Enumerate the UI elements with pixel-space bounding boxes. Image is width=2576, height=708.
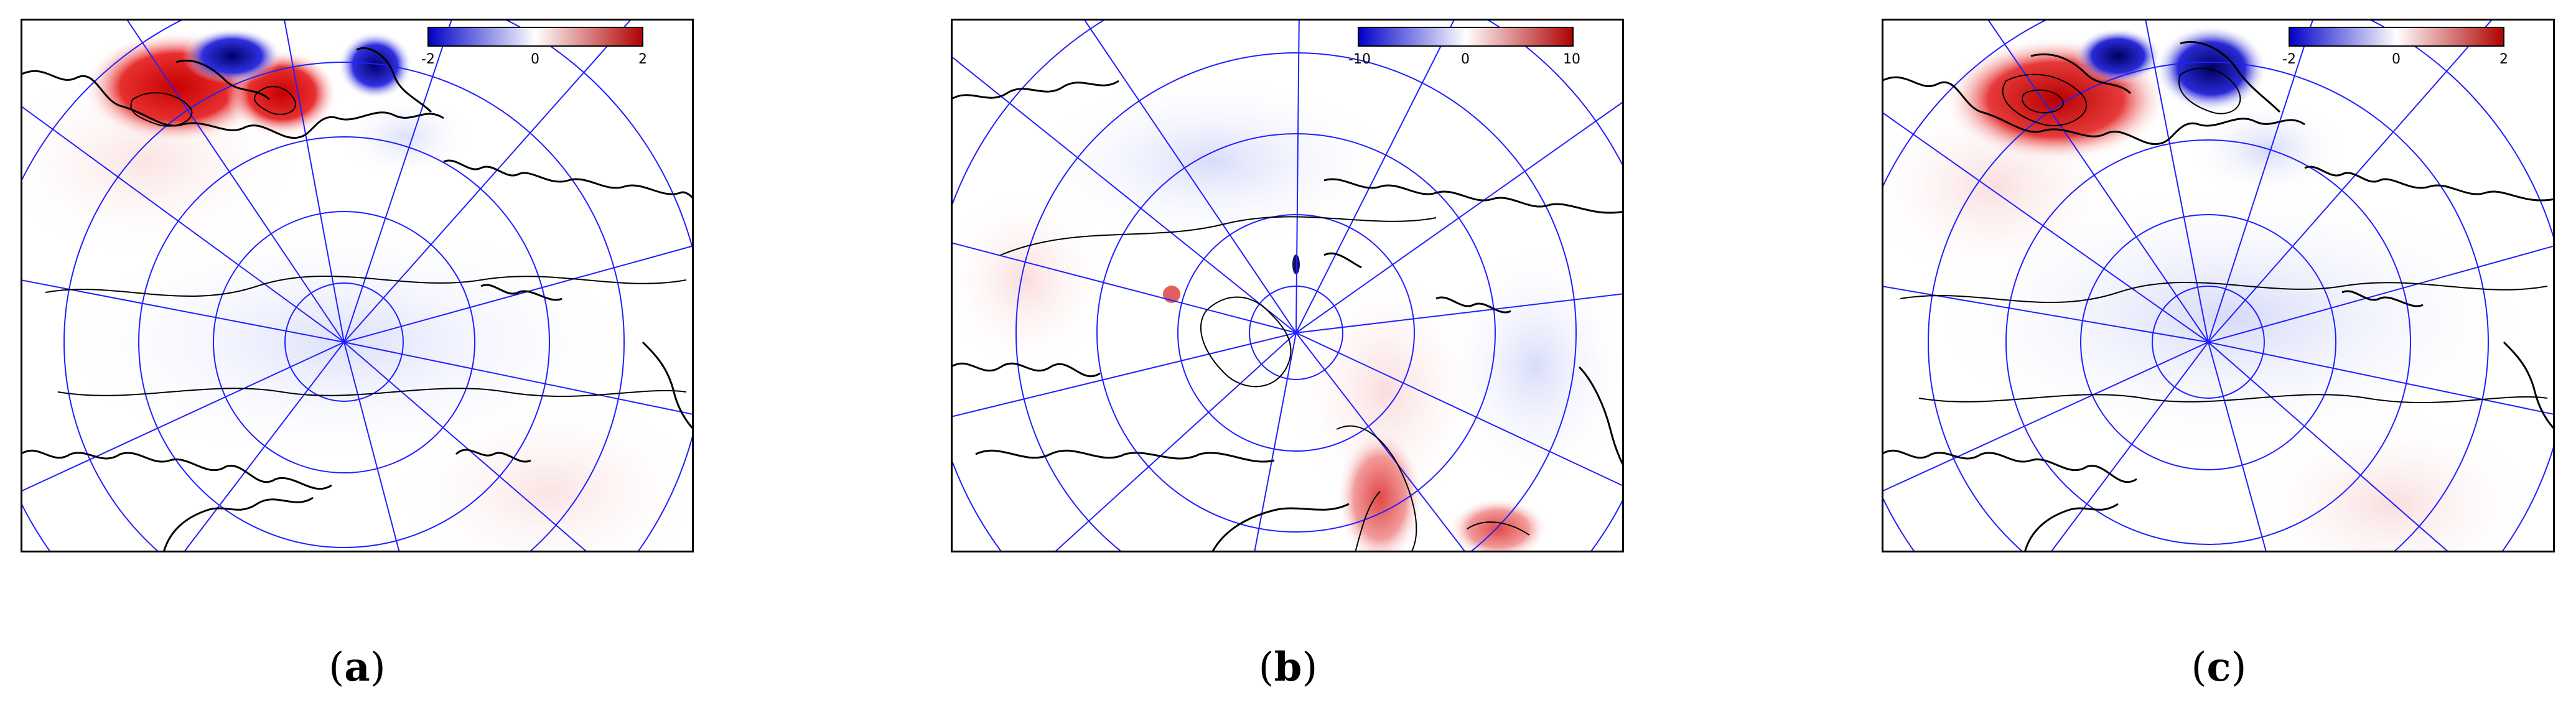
colorbar-mid-label: 0 [531, 52, 539, 67]
caption-letter: c [2206, 644, 2231, 691]
colorbar-max-label: 2 [638, 52, 647, 67]
colorbar-gradient [427, 27, 643, 47]
anomaly-contours [45, 86, 687, 398]
map-frame [21, 19, 694, 552]
map-panel-b: -10 0 10 [951, 19, 1624, 552]
caption-a: (a) [329, 644, 386, 691]
field-positive-region [2242, 411, 2541, 552]
caption-b: (b) [1258, 644, 1318, 691]
field-strong-negative [2074, 28, 2162, 84]
map-frame [951, 19, 1624, 552]
caption-c: (c) [2191, 644, 2247, 691]
coastlines [1882, 40, 2555, 552]
colorbar-gradient [1358, 27, 1574, 47]
map-panel-c: -2 0 2 [1882, 19, 2555, 552]
field-positive-region [388, 392, 694, 552]
coastlines [951, 80, 1624, 552]
colorbar-c: -2 0 2 [2282, 27, 2508, 67]
colorbar-max-label: 2 [2499, 52, 2508, 67]
field-positive-region [1287, 268, 1486, 516]
colorbar-a: -2 0 2 [421, 27, 647, 67]
colorbar-mid-label: 0 [2392, 52, 2401, 67]
map-panel-a: -2 0 2 [21, 19, 694, 552]
graticule [21, 19, 694, 552]
colorbar-min-label: -2 [2282, 52, 2296, 67]
coastlines [21, 47, 694, 552]
caption-letter: b [1274, 644, 1302, 691]
anomaly-contours [1000, 216, 1530, 552]
polar-map-c: -2 0 2 [1882, 19, 2555, 552]
map-frame [1882, 19, 2555, 552]
anomaly-contours [1900, 67, 2548, 404]
graticule [951, 19, 1624, 552]
colorbar-max-label: 10 [1563, 52, 1580, 67]
field-strong-negative [338, 31, 413, 100]
colorbar-min-label: -10 [1348, 52, 1371, 67]
field-strong-negative [182, 28, 282, 84]
field-strong-positive [1449, 498, 1548, 552]
colorbar-gradient [2289, 27, 2504, 47]
field-strong-negative [2155, 25, 2267, 112]
field-negative-region [1442, 243, 1624, 491]
polar-map-a: -2 0 2 [21, 19, 694, 552]
polar-map-b: -10 0 10 [951, 19, 1624, 552]
field-spot-negative [1292, 254, 1300, 274]
field-positive-region [951, 187, 1113, 373]
field-negative-region [338, 93, 475, 180]
colorbar-b: -10 0 10 [1348, 27, 1580, 67]
field-negative-region [1025, 75, 1399, 249]
caption-letter: a [344, 644, 370, 691]
colorbar-min-label: -2 [421, 52, 435, 67]
colorbar-mid-label: 0 [1461, 52, 1470, 67]
